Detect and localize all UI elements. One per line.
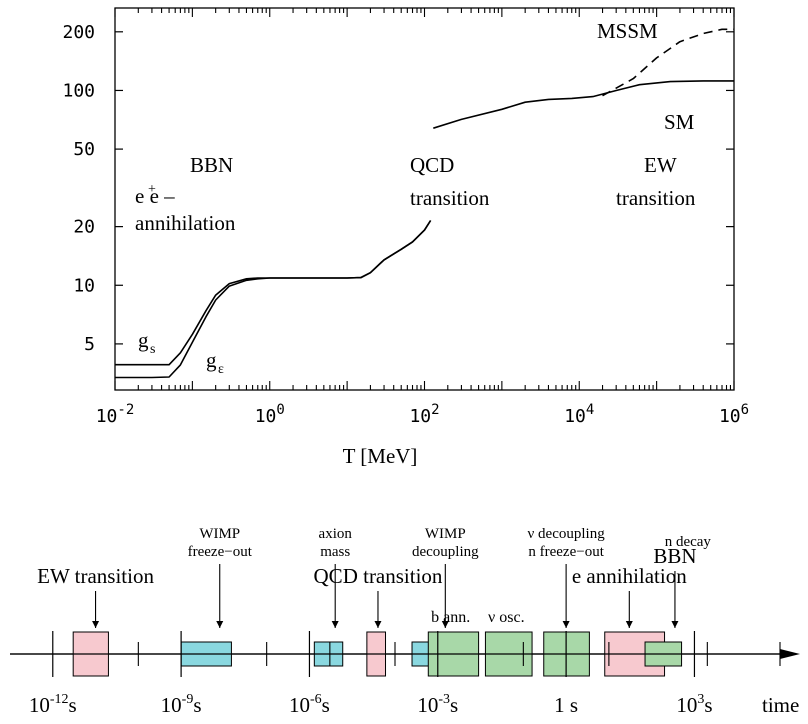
timeline-event-label: n decay (665, 534, 712, 550)
label-gs: g s (138, 328, 155, 357)
x-tick-label: 104 (564, 402, 594, 427)
timeline-event: e annihilation (572, 564, 687, 628)
label-ew: EW (644, 153, 677, 177)
timeline-event: EW transition (37, 564, 154, 628)
label-ee-annihilation: e e – + annihilation (135, 182, 236, 235)
timeline-event: ν decoupling n freeze−out (528, 526, 606, 628)
y-tick-label: 50 (73, 139, 95, 160)
svg-text:ε: ε (218, 362, 224, 377)
time-axis-arrowhead (780, 649, 800, 659)
x-tick-label: 100 (255, 402, 285, 427)
time-axis-label: time (762, 693, 799, 717)
series-line-solid (115, 220, 432, 366)
timeline-event-arrowhead (92, 621, 100, 628)
series-group (115, 28, 734, 379)
timeline-event-label: decoupling (412, 544, 479, 560)
timeline-event-label: n freeze−out (528, 544, 604, 560)
timeline-event: n decay (665, 534, 712, 550)
label-ew-transition: transition (616, 186, 696, 210)
series-line-solid (115, 220, 432, 379)
svg-text:e e –: e e – (135, 184, 175, 208)
y-tick-label: 20 (73, 217, 95, 238)
cosmic-timeline: EW transition WIMP freeze−out axion mass QCD … (10, 526, 800, 717)
timeline-ticks (52, 631, 781, 677)
timeline-event: axion mass (319, 526, 353, 628)
timeline-event: b ann. (431, 609, 470, 626)
timeline-event-arrowhead (331, 621, 339, 628)
timeline-tick-label: 103s (676, 692, 712, 717)
timeline-tick-label: 1 s (554, 693, 578, 717)
timeline-event-arrowhead (216, 621, 224, 628)
svg-text:g: g (206, 348, 217, 372)
timeline-tick-label: 10-12s (29, 692, 77, 717)
svg-text:annihilation: annihilation (135, 211, 236, 235)
timeline-event-label: ν osc. (488, 609, 525, 626)
timeline-event-label: WIMP (199, 526, 240, 542)
timeline-event-label: mass (320, 544, 350, 560)
svg-text:g: g (138, 328, 149, 352)
label-sm: SM (664, 110, 695, 134)
timeline-event-arrowhead (671, 621, 679, 628)
timeline-event-label: axion (319, 526, 353, 542)
x-axis-label: T [MeV] (343, 444, 418, 468)
timeline-event-arrowhead (441, 621, 449, 628)
timeline-tick-label: 10-6s (289, 692, 330, 717)
degrees-of-freedom-chart: 5 10 20 50 100 200 10-2 100 102 104 106 T [MeV] B… (62, 7, 749, 468)
x-tick-label: 10-2 (96, 402, 135, 427)
y-tick-label: 100 (62, 80, 95, 101)
y-tick-label: 10 (73, 275, 95, 296)
label-bbn: BBN (190, 153, 233, 177)
label-qcd: QCD (410, 153, 454, 177)
timeline-event-arrowhead (374, 621, 382, 628)
timeline-event: QCD transition (314, 564, 443, 628)
timeline-event-label: ν decoupling (528, 526, 606, 542)
timeline-tick-label: 10-3s (417, 692, 458, 717)
label-ge: g ε (206, 348, 224, 377)
series-line-dashed (602, 28, 734, 97)
timeline-event-label: QCD transition (314, 564, 443, 588)
series-line-solid (433, 80, 734, 129)
timeline-event: WIMP freeze−out (188, 526, 253, 628)
label-qcd-transition: transition (410, 186, 490, 210)
timeline-event-arrowhead (562, 621, 570, 628)
y-tick-label: 200 (62, 22, 95, 43)
timeline-tick-label: 10-9s (161, 692, 202, 717)
timeline-event-label: EW transition (37, 564, 154, 588)
x-axis: 10-2 100 102 104 106 (96, 8, 749, 427)
timeline-event: WIMP decoupling (412, 526, 479, 628)
timeline-event: ν osc. (488, 609, 525, 626)
timeline-event-label: BBN (653, 544, 696, 568)
x-tick-label: 106 (719, 402, 749, 427)
y-tick-label: 5 (84, 334, 95, 355)
timeline-events: EW transition WIMP freeze−out axion mass QCD … (37, 526, 711, 628)
positron-plus-sign: + (148, 182, 156, 197)
timeline-tick-labels: 10-12s 10-9s 10-6s 10-3s 1 s 103s (29, 692, 713, 717)
timeline-event: BBN (653, 544, 697, 628)
x-tick-label: 102 (409, 402, 439, 427)
y-axis: 5 10 20 50 100 200 (62, 22, 734, 355)
timeline-event-label: e annihilation (572, 564, 687, 588)
timeline-event-label: WIMP (425, 526, 466, 542)
label-mssm: MSSM (597, 19, 658, 43)
timeline-event-arrowhead (625, 621, 633, 628)
svg-text:s: s (150, 342, 155, 357)
timeline-event-label: freeze−out (188, 544, 253, 560)
timeline-event-label: b ann. (431, 609, 470, 626)
